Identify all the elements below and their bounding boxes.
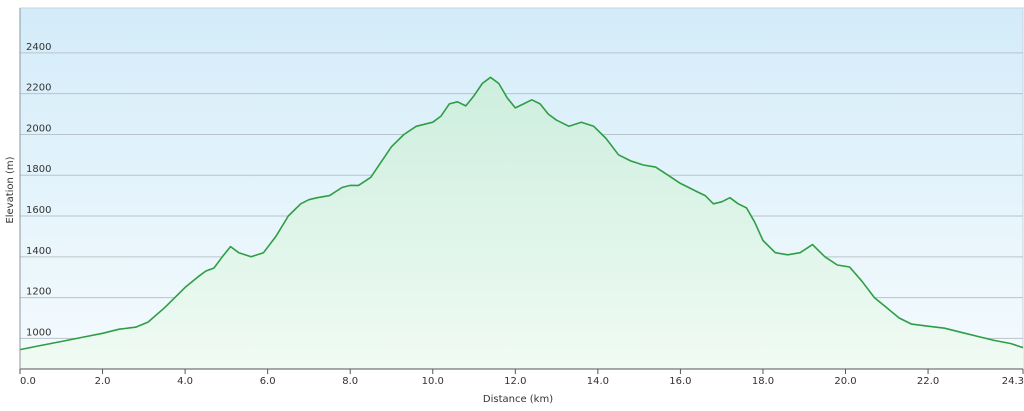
x-axis: 0.0 2.0 4.0 6.0 8.0 10.0 12.0 14.0 16.0 18.0 20.0 2… — [19, 8, 1024, 387]
y-axis-title: Elevation (m) — [5, 156, 16, 223]
elevation-line — [19, 76, 1024, 351]
y-tick-label: 2400 — [26, 42, 51, 53]
x-tick-label: 8.0 — [342, 376, 358, 387]
x-tick-label: 0.0 — [20, 376, 36, 387]
y-tick-label: 2000 — [26, 123, 51, 134]
x-tick-label: 24.3 — [1002, 376, 1024, 387]
y-axis: 1000 1200 1400 1600 1800 2000 2200 2400 — [26, 42, 51, 339]
y-tick-label: 1000 — [26, 327, 51, 338]
y-tick-label: 1600 — [26, 205, 51, 216]
y-tick-label: 2200 — [26, 83, 51, 94]
x-tick-label: 16.0 — [669, 376, 691, 387]
y-tick-label: 1400 — [26, 246, 51, 257]
area-layer — [19, 76, 1024, 370]
x-tick-label: 18.0 — [752, 376, 774, 387]
x-tick-label: 4.0 — [177, 376, 193, 387]
y-tick-label: 1200 — [26, 287, 51, 298]
x-tick-label: 6.0 — [260, 376, 276, 387]
x-tick-label: 2.0 — [95, 376, 111, 387]
x-tick-label: 14.0 — [587, 376, 609, 387]
x-tick-label: 20.0 — [834, 376, 856, 387]
x-axis-title: Distance (km) — [483, 394, 553, 405]
x-tick-label: 22.0 — [917, 376, 939, 387]
y-tick-label: 1800 — [26, 164, 51, 175]
x-tick-label: 12.0 — [504, 376, 526, 387]
x-tick-label: 10.0 — [422, 376, 444, 387]
elevation-area — [20, 77, 1023, 370]
